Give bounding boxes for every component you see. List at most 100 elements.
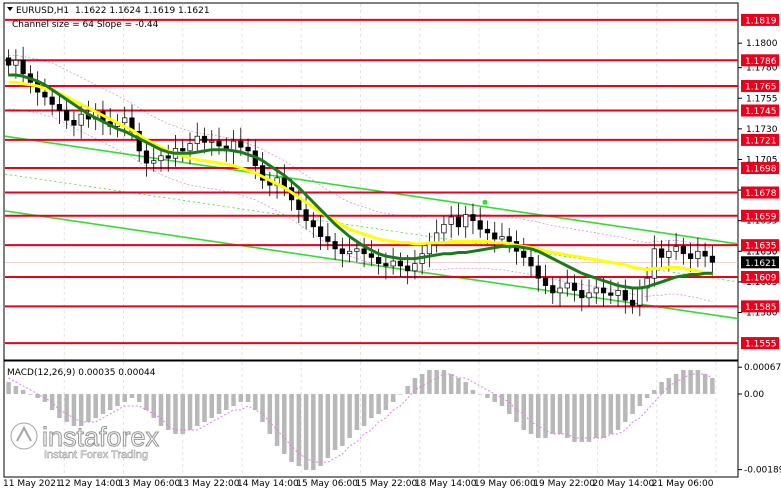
candle-body <box>550 285 556 294</box>
macd-bar <box>195 394 200 426</box>
macd-bar <box>557 394 563 434</box>
macd-bar <box>390 394 396 402</box>
macd-bar <box>318 394 323 466</box>
candle-body <box>361 248 367 255</box>
macd-bar <box>427 370 432 394</box>
candle-body <box>317 226 324 237</box>
macd-tick-label: 0.00 <box>744 390 764 400</box>
candle-body <box>666 250 672 258</box>
candle-body <box>499 236 505 240</box>
candle-body <box>71 119 77 126</box>
macd-bar <box>20 390 26 394</box>
macd-bar <box>601 394 606 438</box>
macd-bar <box>35 394 40 398</box>
macd-bar <box>209 394 215 418</box>
candle-body <box>593 287 599 294</box>
envelope-bands <box>8 55 713 302</box>
candle-body <box>332 241 338 250</box>
candle-body <box>325 236 331 242</box>
candle-body <box>56 104 63 111</box>
macd-bar <box>695 370 701 394</box>
macd-bar <box>296 394 302 466</box>
candle-body <box>151 160 157 164</box>
channel-note: Channel size = 64 Slope = -0.44 <box>12 20 159 30</box>
x-axis-label: 13 May 06:00 <box>119 479 181 489</box>
macd-bar <box>260 394 265 422</box>
candle-body <box>383 263 389 267</box>
watermark-brand: instaforex <box>42 422 160 452</box>
candle-body <box>448 216 454 225</box>
macd-bar <box>673 374 679 394</box>
candle-body <box>201 135 208 143</box>
candle-body <box>426 243 433 255</box>
level-label-text: 1.1786 <box>745 57 777 67</box>
macd-bar <box>136 394 142 402</box>
macd-bar <box>383 394 389 410</box>
macd-bar <box>448 374 454 394</box>
candle-body <box>397 260 404 267</box>
macd-bar <box>702 374 708 394</box>
macd-bar <box>71 394 77 426</box>
level-label-box <box>741 300 779 313</box>
candle-body <box>13 59 19 66</box>
level-labels: 1.1819 1.1786 1.1765 1.1745 1.1721 1.1698 1.16… <box>741 13 779 350</box>
candle-body <box>390 260 396 267</box>
macd-bar <box>6 382 11 394</box>
x-axis-label: 15 May 06:00 <box>296 479 358 489</box>
candle-body <box>651 248 657 279</box>
candle-body <box>245 146 251 152</box>
macd-bar <box>543 394 548 438</box>
candle-body <box>180 148 186 152</box>
level-label-box <box>741 337 779 350</box>
candle-body <box>368 253 374 258</box>
macd-bar <box>202 394 207 422</box>
candle-body <box>470 214 476 222</box>
level-label-text: 1.1745 <box>745 107 777 117</box>
candle-body <box>673 246 679 252</box>
macd-bar <box>158 394 164 426</box>
candle-body <box>49 96 55 105</box>
y-tick-label: 1.1780 <box>746 64 778 74</box>
macd-bar <box>565 394 570 438</box>
macd-bar <box>652 390 657 394</box>
macd-bar <box>710 378 715 394</box>
candle-body <box>455 216 462 228</box>
macd-bar <box>615 394 621 430</box>
macd-bar <box>267 394 273 434</box>
x-axis-label: 20 May 14:00 <box>593 479 655 489</box>
macd-bar <box>681 370 686 394</box>
macd-bar <box>441 370 447 394</box>
macd-bar <box>129 394 135 398</box>
macd-bar <box>78 394 84 426</box>
candle-body <box>702 250 708 257</box>
macd-bar <box>93 394 98 418</box>
current-price-label: 1.1621 <box>745 259 777 269</box>
macd-bar <box>144 394 149 410</box>
level-label-box <box>741 80 779 93</box>
macd-bar <box>354 394 360 430</box>
macd-bar <box>369 394 374 418</box>
candle-body <box>412 263 418 272</box>
macd-bar <box>100 394 106 414</box>
x-axis-label: 21 May 06:00 <box>652 479 714 489</box>
level-label-text: 1.1609 <box>745 273 777 283</box>
channel-mid-line <box>4 173 739 283</box>
candle-body <box>709 255 715 263</box>
macd-bar <box>521 394 526 430</box>
macd-bar <box>13 386 19 394</box>
macd-panel-frame <box>3 360 739 478</box>
candle-body <box>695 250 701 259</box>
candle-body <box>484 228 491 234</box>
candle-body <box>6 57 12 66</box>
candles <box>6 46 715 317</box>
candle-body <box>339 248 345 255</box>
level-label-text: 1.1698 <box>745 165 777 175</box>
y-tick-label: 1.1755 <box>746 94 778 104</box>
dropdown-triangle-icon[interactable] <box>7 7 13 11</box>
macd-bar <box>216 394 222 414</box>
candle-body <box>194 135 200 144</box>
macd-bar <box>376 394 381 414</box>
macd-bar <box>528 394 534 434</box>
x-axis-label: 19 May 22:00 <box>533 479 595 489</box>
